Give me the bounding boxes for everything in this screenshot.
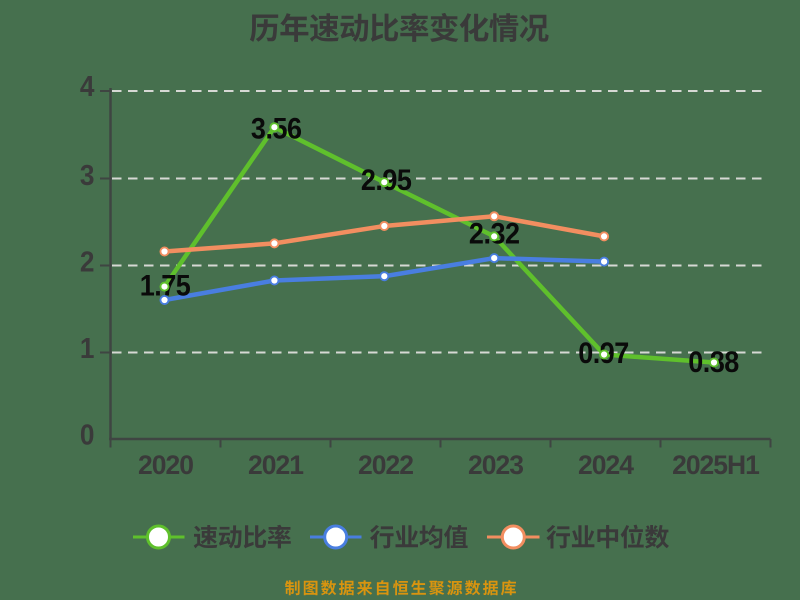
- svg-text:2023: 2023: [468, 450, 523, 480]
- svg-text:2022: 2022: [358, 450, 413, 480]
- svg-text:2021: 2021: [248, 450, 303, 480]
- svg-text:1: 1: [80, 332, 95, 364]
- svg-text:3: 3: [80, 159, 95, 191]
- svg-text:4: 4: [80, 70, 95, 102]
- svg-text:2: 2: [80, 245, 95, 277]
- svg-text:2020: 2020: [138, 450, 193, 480]
- svg-text:2025H1: 2025H1: [672, 450, 759, 480]
- svg-text:2024: 2024: [578, 450, 634, 480]
- svg-text:0: 0: [80, 418, 95, 450]
